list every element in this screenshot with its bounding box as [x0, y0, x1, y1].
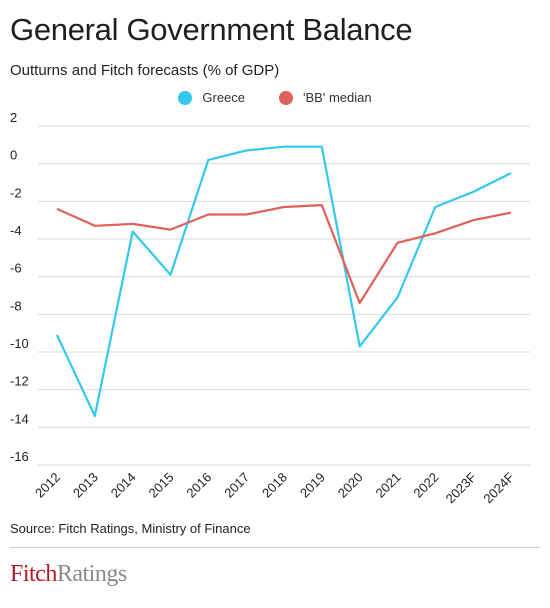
series-line-bb-median: [56, 204, 512, 305]
legend-swatch-greece: [178, 90, 193, 105]
chart-title: General Government Balance: [10, 12, 413, 47]
y-tick-label: -16: [10, 449, 29, 464]
y-tick-label: -4: [10, 223, 22, 238]
y-tick-label: -6: [10, 261, 22, 276]
x-tick-label: 2019: [297, 470, 328, 501]
chart-subtitle: Outturns and Fitch forecasts (% of GDP): [10, 62, 280, 79]
legend-item-greece: Greece: [178, 90, 245, 105]
x-tick-label: 2014: [108, 470, 139, 501]
fitch-ratings-logo: FitchRatings: [10, 561, 127, 587]
x-tick-label: 2018: [259, 470, 290, 501]
legend-item-bb-median: 'BB' median: [279, 90, 372, 105]
series-line-greece: [56, 145, 512, 418]
x-tick-label: 2013: [70, 470, 101, 501]
x-tick-label: 2024F: [480, 469, 517, 506]
x-tick-label: 2020: [335, 470, 366, 501]
y-tick-label: -12: [10, 374, 29, 389]
x-tick-label: 2022: [410, 470, 441, 501]
x-tick-label: 2017: [221, 470, 252, 501]
legend-label-greece: Greece: [202, 90, 246, 105]
x-tick-label: 2015: [146, 470, 177, 501]
x-tick-label: 2012: [32, 470, 63, 501]
y-tick-label: -2: [10, 185, 22, 200]
y-tick-label: 2: [10, 110, 17, 125]
y-tick-label: -10: [10, 336, 29, 351]
x-tick-label: 2021: [373, 470, 404, 501]
source-note: Source: Fitch Ratings, Ministry of Finan…: [10, 521, 251, 536]
legend-label-bb-median: 'BB' median: [303, 90, 372, 105]
divider: [10, 547, 540, 548]
x-tick-label: 2023F: [443, 469, 480, 506]
y-tick-label: -8: [10, 298, 22, 313]
y-tick-label: -14: [10, 411, 29, 426]
x-tick-label: 2016: [183, 470, 214, 501]
legend-swatch-bb-median: [279, 90, 294, 105]
legend: Greece 'BB' median: [0, 90, 550, 105]
y-tick-label: 0: [10, 148, 17, 163]
